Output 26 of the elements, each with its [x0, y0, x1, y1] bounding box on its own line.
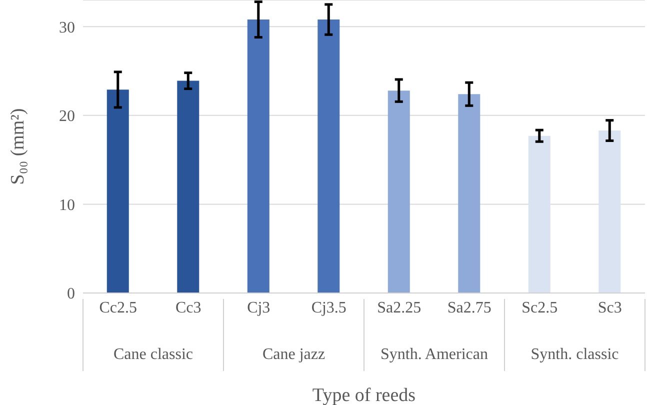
- bar: [528, 136, 550, 293]
- x-tick-label: Sa2.25: [377, 299, 422, 316]
- x-tick-label: Sc2.5: [522, 299, 558, 316]
- bar: [106, 90, 129, 293]
- x-tick-label: Cc2.5: [99, 299, 138, 316]
- text: Synth. classic: [530, 346, 619, 363]
- x-tick-label: Cc3: [175, 299, 202, 316]
- x-tick-label: Cj3.5: [311, 299, 346, 316]
- bar: [458, 94, 480, 293]
- y-tick-label: 30: [59, 19, 75, 36]
- y-axis-title: S₀₀ (mm²): [8, 108, 29, 185]
- text: Synth. American: [380, 346, 488, 363]
- bar: [598, 130, 621, 293]
- x-axis-title: Type of reeds: [312, 385, 416, 405]
- text: Cane classic: [113, 346, 194, 363]
- x-tick-label: Cj3: [247, 299, 270, 316]
- y-tick-label: 0: [67, 286, 75, 303]
- bar: [247, 20, 270, 293]
- x-tick-label: Sa2.75: [447, 299, 492, 316]
- bar: [388, 90, 410, 293]
- y-tick-label: 10: [59, 196, 75, 214]
- y-tick-label: 20: [59, 108, 75, 126]
- bar: [318, 20, 340, 293]
- text: Cane jazz: [262, 346, 326, 363]
- bar: [177, 80, 200, 293]
- x-tick-label: Sc3: [598, 299, 622, 316]
